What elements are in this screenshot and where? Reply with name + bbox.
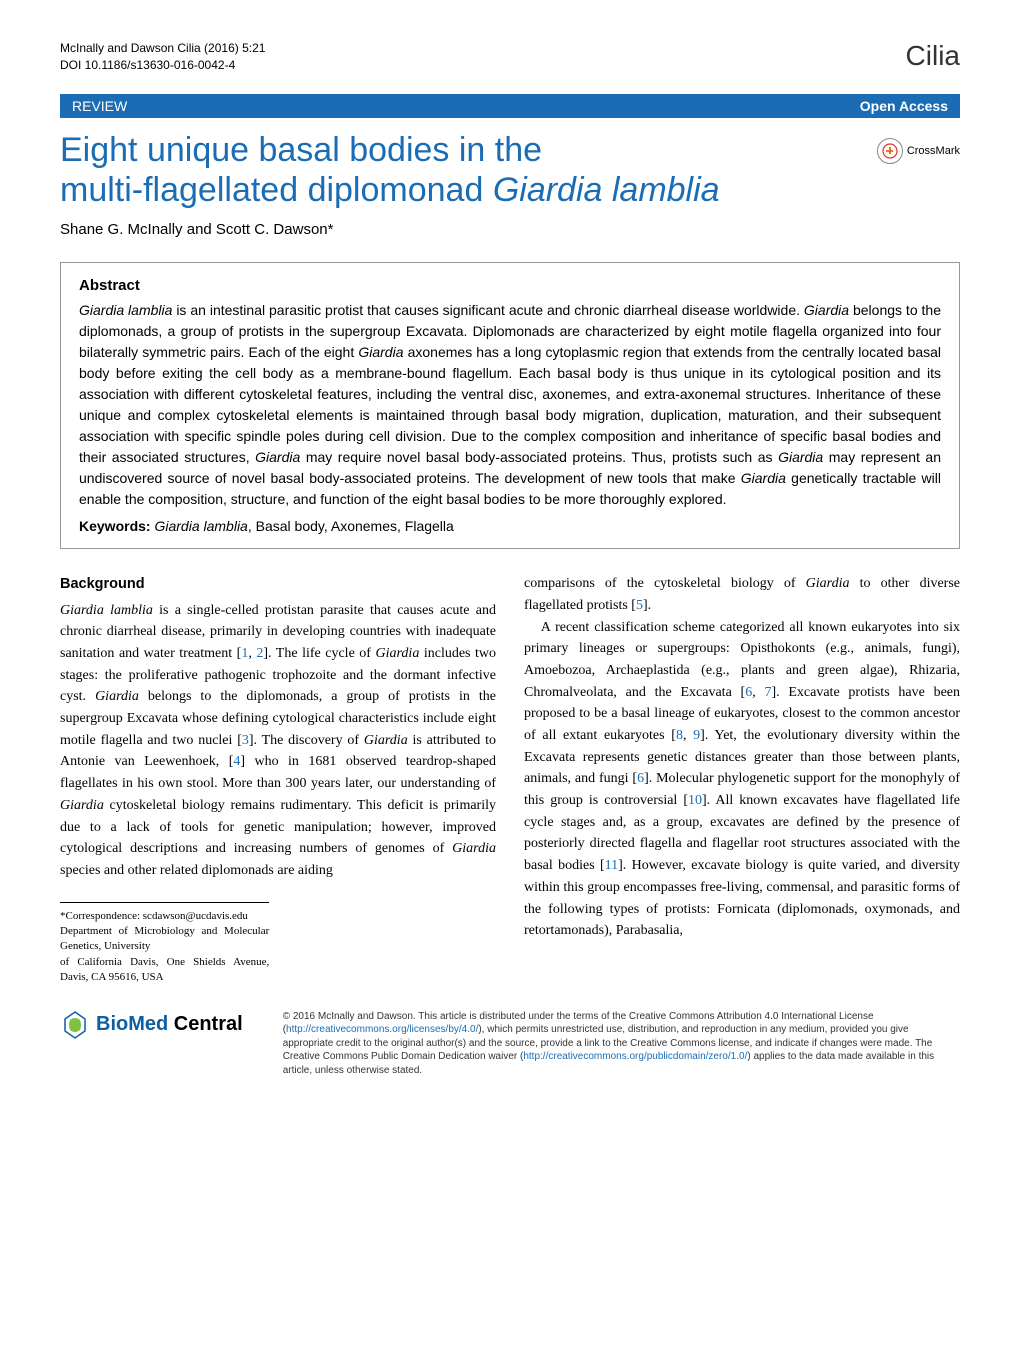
abstract-heading: Abstract xyxy=(79,277,941,294)
biomed-central-logo: BioMed Central xyxy=(60,1010,243,1040)
open-access-label: Open Access xyxy=(860,98,948,114)
column-right: comparisons of the cytoskeletal biology … xyxy=(524,573,960,985)
background-paragraph-1: Giardia lamblia is a single-celled proti… xyxy=(60,600,496,882)
col2-paragraph-2: A recent classification scheme categoriz… xyxy=(524,617,960,942)
title-line-2-em: Giardia lamblia xyxy=(493,171,720,209)
citation-line: McInally and Dawson Cilia (2016) 5:21 xyxy=(60,40,265,57)
title-line-2-pre: multi-flagellated diplomonad xyxy=(60,171,493,209)
correspondence-block: *Correspondence: scdawson@ucdavis.edu De… xyxy=(60,902,269,986)
bmc-mark-icon xyxy=(60,1010,90,1040)
bmc-text: BioMed Central xyxy=(96,1013,243,1036)
crossmark-icon xyxy=(877,138,903,164)
crossmark-label: CrossMark xyxy=(907,145,960,157)
keywords-label: Keywords: xyxy=(79,518,154,534)
keywords-line: Keywords: Giardia lamblia, Basal body, A… xyxy=(79,518,941,534)
column-left: Background Giardia lamblia is a single-c… xyxy=(60,573,496,985)
abstract-box: Abstract Giardia lamblia is an intestina… xyxy=(60,262,960,549)
bmc-central: Central xyxy=(168,1013,242,1035)
correspondence-address: of California Davis, One Shields Avenue,… xyxy=(60,955,269,986)
citation-block: McInally and Dawson Cilia (2016) 5:21 DO… xyxy=(60,40,265,74)
crossmark-badge[interactable]: CrossMark xyxy=(877,138,960,164)
correspondence-email: *Correspondence: scdawson@ucdavis.edu xyxy=(60,909,269,924)
title-line-1: Eight unique basal bodies in the xyxy=(60,131,542,169)
correspondence-dept: Department of Microbiology and Molecular… xyxy=(60,924,269,955)
background-heading: Background xyxy=(60,573,496,595)
article-title: Eight unique basal bodies in the multi-f… xyxy=(60,130,857,212)
abstract-text: Giardia lamblia is an intestinal parasit… xyxy=(79,300,941,510)
license-text: © 2016 McInally and Dawson. This article… xyxy=(283,1010,960,1078)
article-type-label: REVIEW xyxy=(72,98,127,114)
footer: BioMed Central © 2016 McInally and Dawso… xyxy=(60,1010,960,1078)
review-bar: REVIEW Open Access xyxy=(60,94,960,118)
bmc-bio: BioMed xyxy=(96,1013,168,1035)
doi-line: DOI 10.1186/s13630-016-0042-4 xyxy=(60,57,265,74)
authors-line: Shane G. McInally and Scott C. Dawson* xyxy=(60,221,960,238)
col2-paragraph-1: comparisons of the cytoskeletal biology … xyxy=(524,573,960,616)
journal-name: Cilia xyxy=(906,40,960,72)
keywords-text: Giardia lamblia, Basal body, Axonemes, F… xyxy=(154,518,453,534)
